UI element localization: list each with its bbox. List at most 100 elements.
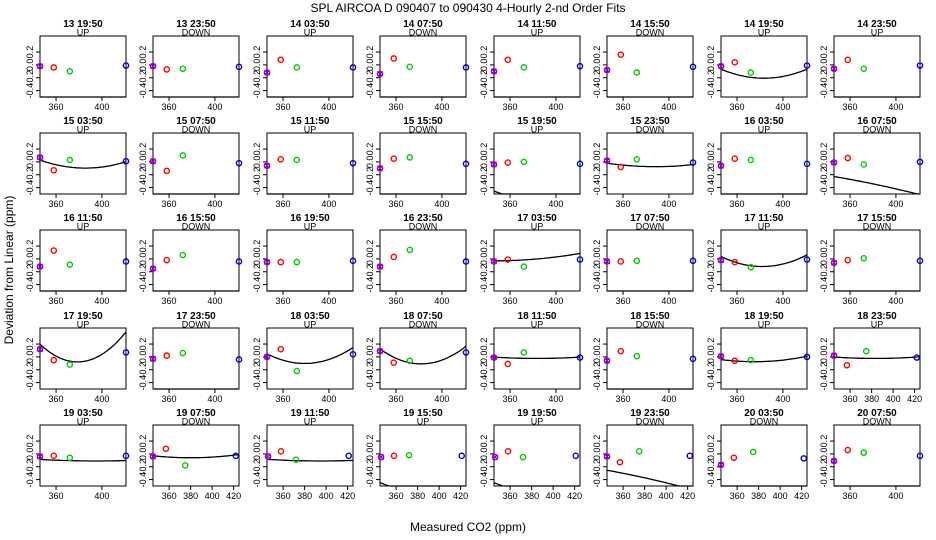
y-tick-label: -0.2 <box>479 362 489 378</box>
panel-frame <box>606 424 694 487</box>
standard-2-point <box>504 256 512 263</box>
panel-frame <box>152 229 240 292</box>
x-tick-label: 360 <box>616 491 631 501</box>
x-tick-label: 360 <box>389 296 404 306</box>
y-tick-label: -0.2 <box>25 362 35 378</box>
panel-title: 19 15:50 <box>403 408 443 419</box>
standard-1-point <box>603 258 611 265</box>
panel-direction: DOWN <box>182 222 211 232</box>
y-tick-label: -0.2 <box>25 459 35 475</box>
x-tick-label: 360 <box>276 102 291 112</box>
fit-curve <box>493 482 580 487</box>
standard-4-point <box>122 258 130 265</box>
panel-frame <box>266 229 354 292</box>
x-tick-label: 400 <box>659 491 674 501</box>
standard-4-point <box>803 353 811 361</box>
standard-1-point <box>490 68 498 75</box>
fit-curve <box>720 68 808 79</box>
standard-2-point <box>504 56 512 64</box>
y-tick-label: -0.4 <box>25 83 35 99</box>
fit-curve <box>720 355 808 363</box>
y-tick-label: 0.0 <box>365 448 375 461</box>
standard-1-point <box>717 162 725 170</box>
y-tick-label: -0.4 <box>365 277 375 293</box>
standard-2-point <box>50 247 58 254</box>
panel-direction: UP <box>77 125 90 135</box>
fit-curve <box>606 469 693 487</box>
fit-curve <box>266 458 354 462</box>
panel-direction: DOWN <box>636 125 665 135</box>
y-tick-label: -0.4 <box>138 83 148 99</box>
y-tick-label: -0.4 <box>592 375 602 391</box>
panel-direction: UP <box>531 28 544 38</box>
x-tick-label: 360 <box>730 296 745 306</box>
chart-title: SPL AIRCOA D 090407 to 090430 4-Hourly 2… <box>310 1 625 15</box>
x-tick-label: 360 <box>616 199 631 209</box>
standard-1-point <box>717 62 725 70</box>
standard-3-point <box>66 361 74 368</box>
standard-3-point <box>293 258 301 266</box>
y-tick-label: -0.2 <box>592 264 602 280</box>
standard-3-point <box>179 349 187 357</box>
y-tick-label: 0.2 <box>138 338 148 351</box>
panel-title: 17 03:50 <box>517 213 557 224</box>
y-tick-label: 0.0 <box>819 59 829 72</box>
x-tick-label: 360 <box>49 102 64 112</box>
y-tick-label: -0.2 <box>706 70 716 86</box>
y-tick-label: -0.2 <box>592 362 602 378</box>
y-tick-label: 0.2 <box>25 46 35 59</box>
standard-4-point <box>349 257 357 265</box>
panel-title: 19 19:50 <box>517 408 557 419</box>
standard-1-point <box>717 256 725 264</box>
standard-3-point <box>66 261 74 268</box>
y-tick-label: 0.0 <box>479 448 489 461</box>
standard-3-point <box>406 63 414 71</box>
standard-2-point <box>50 64 58 71</box>
y-tick-label: 0.2 <box>138 46 148 59</box>
panel-frame <box>266 132 354 195</box>
y-tick-label: 0.0 <box>819 448 829 461</box>
panel-frame <box>266 424 354 487</box>
panel-direction: DOWN <box>409 320 438 330</box>
standard-3-point <box>179 65 187 73</box>
x-tick-label: 360 <box>276 394 291 404</box>
standard-2-point <box>50 452 58 460</box>
panel-frame <box>379 327 467 390</box>
panel-title: 15 07:50 <box>176 116 216 127</box>
standard-4-point <box>686 452 694 460</box>
standard-4-point <box>800 455 808 462</box>
x-tick-label: 380 <box>637 491 652 501</box>
standard-4-point <box>803 62 811 69</box>
y-tick-label: 0.0 <box>706 253 716 266</box>
y-tick-label: 0.2 <box>706 435 716 448</box>
standard-3-point <box>862 347 870 355</box>
y-tick-label: 0.0 <box>252 59 262 72</box>
x-tick-label: 360 <box>730 102 745 112</box>
x-tick-label: 360 <box>276 491 291 501</box>
y-tick-label: 0.0 <box>819 156 829 169</box>
standard-4-point <box>689 355 697 363</box>
y-tick-label: 0.2 <box>365 338 375 351</box>
standard-4-point <box>235 159 243 167</box>
x-tick-label: 400 <box>661 394 676 404</box>
y-tick-label: 0.2 <box>365 46 375 59</box>
standard-4-point <box>916 257 924 265</box>
fit-curve <box>266 346 354 365</box>
y-tick-label: -0.4 <box>592 180 602 196</box>
standard-3-point <box>406 246 414 254</box>
panel-direction: UP <box>417 417 430 427</box>
x-tick-label: 360 <box>162 394 177 404</box>
panel-direction: UP <box>304 28 317 38</box>
x-tick-label: 360 <box>162 491 177 501</box>
standard-3-point <box>66 156 74 164</box>
x-tick-label: 400 <box>321 102 336 112</box>
x-tick-label: 360 <box>503 491 518 501</box>
panel-title: 14 11:50 <box>518 19 557 30</box>
y-tick-label: 0.2 <box>706 46 716 59</box>
panel-title: 13 19:50 <box>63 19 103 30</box>
